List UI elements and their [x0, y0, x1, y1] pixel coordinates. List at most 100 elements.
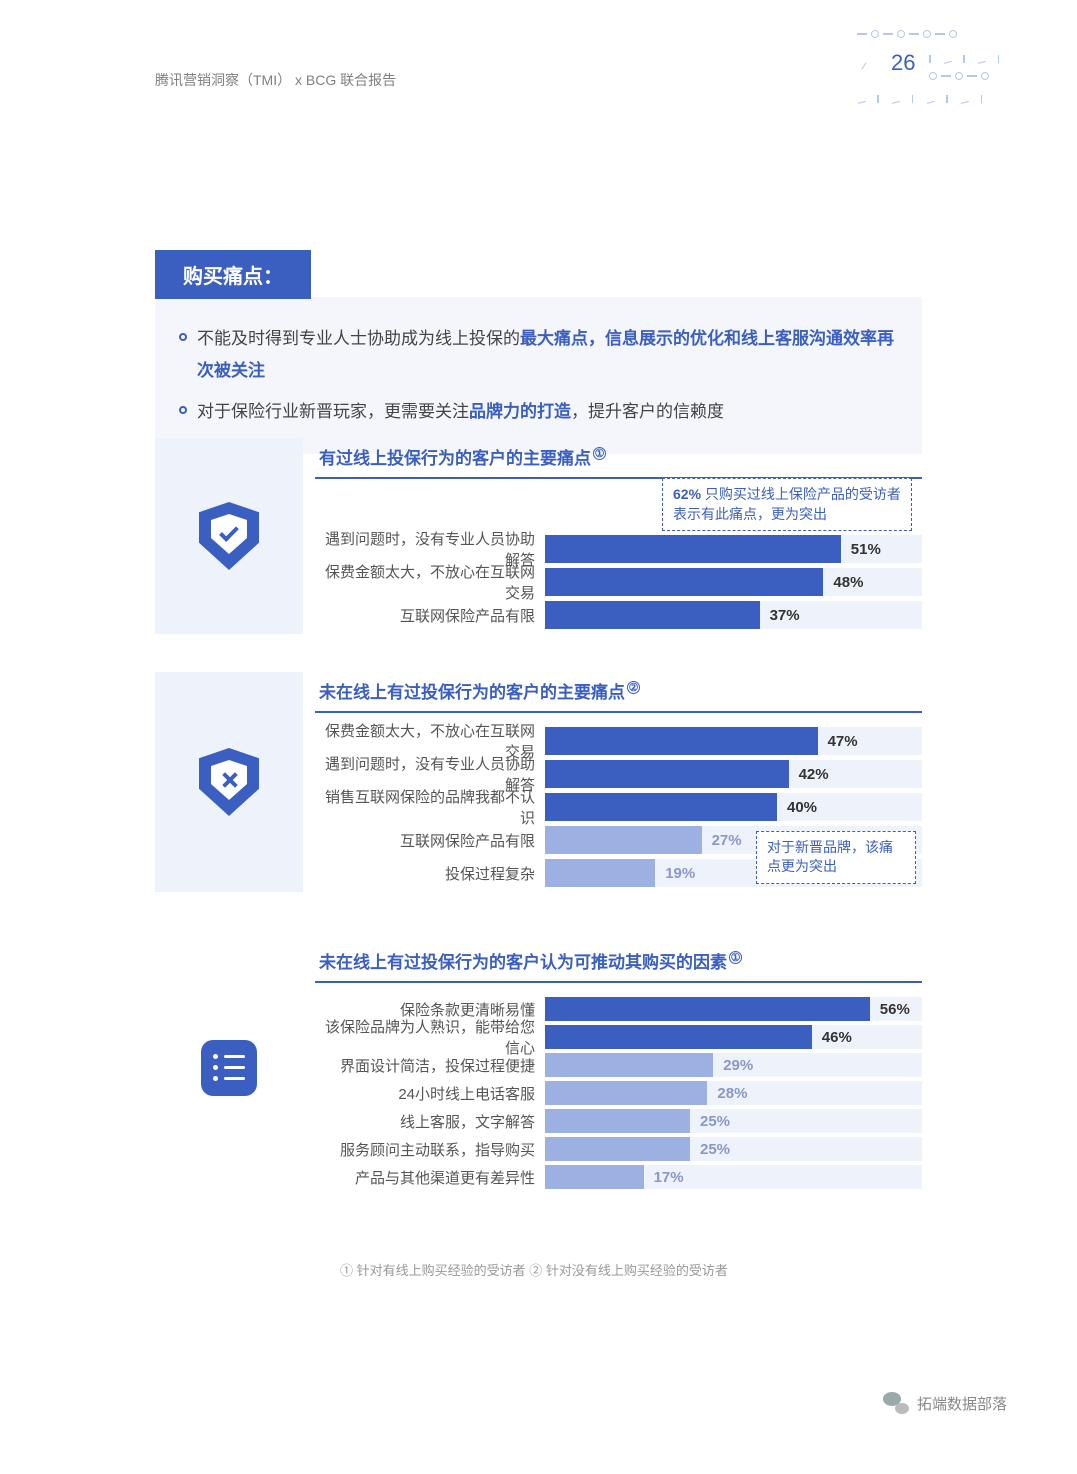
section-title: 购买痛点：: [155, 250, 311, 299]
bullet-icon: [179, 333, 187, 341]
bar-track: 28%: [545, 1081, 922, 1105]
bar-track: 40%: [545, 793, 922, 821]
bar-fill: [545, 826, 702, 854]
bar-value: 25%: [700, 1141, 730, 1158]
bar-track: 37%: [545, 601, 922, 629]
bar-fill: [545, 1137, 690, 1161]
chart3-title: 未在线上有过投保行为的客户认为可推动其购买的因素①: [315, 942, 922, 983]
bar-label: 保费金额太大，不放心在互联网交易: [315, 561, 545, 603]
bar-fill: [545, 727, 818, 755]
bar-row: 24小时线上电话客服 28%: [315, 1081, 922, 1105]
chart2-title: 未在线上有过投保行为的客户的主要痛点②: [315, 672, 922, 713]
bar-fill: [545, 1025, 812, 1049]
bullet-text-plain: 对于保险行业新晋玩家，更需要关注: [197, 402, 469, 421]
superscript-icon: ①: [593, 447, 606, 460]
bullet-text-highlight: 品牌力的打造: [469, 402, 571, 421]
bar-track: 48%: [545, 568, 922, 596]
wechat-name: 拓端数据部落: [917, 1393, 1007, 1414]
bar-fill: [545, 601, 760, 629]
bar-label: 24小时线上电话客服: [315, 1083, 545, 1104]
bar-fill: [545, 859, 655, 887]
header-text: 腾讯营销洞察（TMI） x BCG 联合报告: [155, 70, 396, 90]
bar-value: 42%: [799, 766, 829, 783]
shield-check-icon: [199, 502, 259, 570]
bar-track: 25%: [545, 1137, 922, 1161]
bar-value: 29%: [723, 1057, 753, 1074]
bar-track: 46%: [545, 1025, 922, 1049]
bar-label: 服务顾问主动联系，指导购买: [315, 1139, 545, 1160]
bullets-container: 不能及时得到专业人士协助成为线上投保的最大痛点，信息展示的优化和线上客服沟通效率…: [155, 297, 922, 454]
bullet-text-plain: ，提升客户的信赖度: [571, 402, 724, 421]
bar-fill: [545, 1053, 713, 1077]
chart1-callout: 62% 只购买过线上保险产品的受访者表示有此痛点，更为突出: [662, 478, 912, 531]
list-icon: [201, 1040, 257, 1096]
bar-value: 46%: [822, 1029, 852, 1046]
bar-value: 48%: [833, 574, 863, 591]
bullet-item: 对于保险行业新晋玩家，更需要关注品牌力的打造，提升客户的信赖度: [179, 396, 898, 428]
bar-value: 51%: [851, 541, 881, 558]
bar-row: 界面设计简洁，投保过程便捷 29%: [315, 1053, 922, 1077]
bar-fill: [545, 535, 841, 563]
bar-fill: [545, 1081, 707, 1105]
chart-block-3: 未在线上有过投保行为的客户认为可推动其购买的因素① 保险条款更清晰易懂56%该保…: [155, 942, 922, 1193]
bar-row: 遇到问题时，没有专业人员协助解答51%: [315, 535, 922, 563]
bar-fill: [545, 793, 777, 821]
shield-x-icon: [199, 748, 259, 816]
superscript-icon: ②: [627, 681, 640, 694]
wechat-icon: [883, 1392, 909, 1414]
bar-track: 47%: [545, 727, 922, 755]
chart1-content: 有过线上投保行为的客户的主要痛点① 62% 只购买过线上保险产品的受访者表示有此…: [303, 438, 922, 634]
bar-value: 28%: [717, 1085, 747, 1102]
bar-value: 27%: [712, 832, 742, 849]
bar-label: 互联网保险产品有限: [315, 605, 545, 626]
bar-row: 保费金额太大，不放心在互联网交易48%: [315, 568, 922, 596]
bullet-text-plain: 不能及时得到专业人士协助成为线上投保的: [197, 329, 520, 348]
bar-fill: [545, 760, 789, 788]
bar-fill: [545, 568, 823, 596]
bar-track: 51%: [545, 535, 922, 563]
chart-block-2: 未在线上有过投保行为的客户的主要痛点② 保费金额太大，不放心在互联网交易47%遇…: [155, 672, 922, 892]
bar-label: 销售互联网保险的品牌我都不认识: [315, 786, 545, 828]
page-corner-decoration: 26: [857, 30, 1017, 100]
bar-row: 服务顾问主动联系，指导购买 25%: [315, 1137, 922, 1161]
superscript-icon: ①: [729, 951, 742, 964]
chart-block-1: 有过线上投保行为的客户的主要痛点① 62% 只购买过线上保险产品的受访者表示有此…: [155, 438, 922, 634]
chart2-icon-col: [155, 672, 303, 892]
bar-label: 该保险品牌为人熟识，能带给您信心: [315, 1016, 545, 1058]
bar-label: 界面设计简洁，投保过程便捷: [315, 1055, 545, 1076]
chart2-callout: 对于新晋品牌，该痛点更为突出: [756, 831, 916, 884]
bar-value: 47%: [828, 733, 858, 750]
chart1-icon-col: [155, 438, 303, 634]
chart1-title: 有过线上投保行为的客户的主要痛点①: [315, 438, 922, 479]
bar-track: 42%: [545, 760, 922, 788]
bar-track: 25%: [545, 1109, 922, 1133]
bar-label: 线上客服，文字解答: [315, 1111, 545, 1132]
bar-value: 19%: [665, 865, 695, 882]
bullet-item: 不能及时得到专业人士协助成为线上投保的最大痛点，信息展示的优化和线上客服沟通效率…: [179, 323, 898, 388]
page-number: 26: [891, 50, 915, 76]
bar-row: 产品与其他渠道更有差异性 17%: [315, 1165, 922, 1189]
bar-fill: [545, 1109, 690, 1133]
bar-label: 互联网保险产品有限: [315, 830, 545, 851]
bar-value: 37%: [770, 607, 800, 624]
footnote: ① 针对有线上购买经验的受访者 ② 针对没有线上购买经验的受访者: [340, 1260, 922, 1279]
bar-fill: [545, 997, 870, 1021]
bullet-icon: [179, 406, 187, 414]
bar-row: 互联网保险产品有限 37%: [315, 601, 922, 629]
chart3-content: 未在线上有过投保行为的客户认为可推动其购买的因素① 保险条款更清晰易懂56%该保…: [303, 942, 922, 1193]
wechat-attribution: 拓端数据部落: [883, 1392, 1007, 1414]
bar-track: 56%: [545, 997, 922, 1021]
bar-row: 保费金额太大，不放心在互联网交易47%: [315, 727, 922, 755]
bar-label: 产品与其他渠道更有差异性: [315, 1167, 545, 1188]
bar-value: 40%: [787, 799, 817, 816]
bar-row: 销售互联网保险的品牌我都不认识40%: [315, 793, 922, 821]
bar-label: 投保过程复杂: [315, 863, 545, 884]
chart3-icon-col: [155, 942, 303, 1193]
bar-fill: [545, 1165, 644, 1189]
bar-value: 17%: [654, 1169, 684, 1186]
bar-value: 56%: [880, 1001, 910, 1018]
bar-track: 29%: [545, 1053, 922, 1077]
chart2-content: 未在线上有过投保行为的客户的主要痛点② 保费金额太大，不放心在互联网交易47%遇…: [303, 672, 922, 892]
section-title-block: 购买痛点： 不能及时得到专业人士协助成为线上投保的最大痛点，信息展示的优化和线上…: [155, 250, 922, 454]
bar-row: 该保险品牌为人熟识，能带给您信心46%: [315, 1025, 922, 1049]
